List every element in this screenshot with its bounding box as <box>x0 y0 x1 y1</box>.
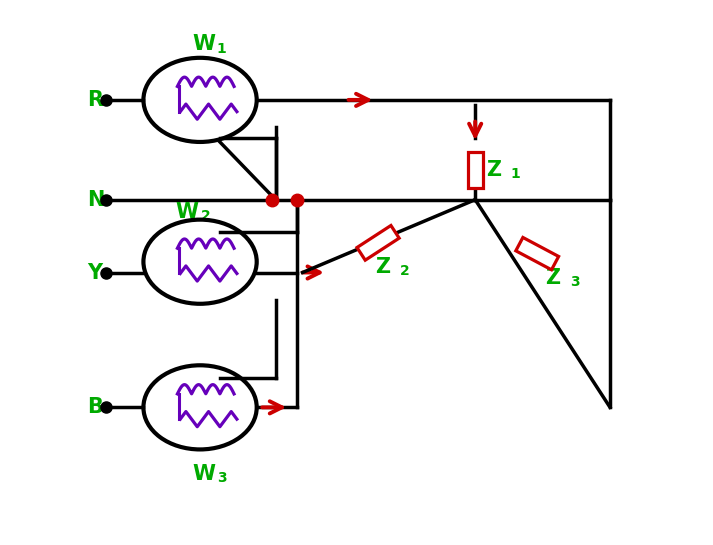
Text: W: W <box>192 464 215 484</box>
Text: W: W <box>176 202 199 222</box>
Polygon shape <box>357 226 399 260</box>
Text: 3: 3 <box>570 275 580 289</box>
Text: R: R <box>87 90 103 110</box>
Text: 3: 3 <box>217 471 227 485</box>
Text: Y: Y <box>87 263 102 282</box>
Text: Z: Z <box>375 257 391 277</box>
Text: 2: 2 <box>400 264 410 278</box>
Text: Z: Z <box>486 160 501 180</box>
Text: 2: 2 <box>200 209 210 223</box>
Bar <box>468 153 483 187</box>
Polygon shape <box>515 238 558 270</box>
Text: 1: 1 <box>511 167 520 181</box>
Text: Z: Z <box>545 268 560 288</box>
Text: N: N <box>87 190 104 210</box>
Text: W: W <box>192 34 215 54</box>
Text: 1: 1 <box>217 41 227 56</box>
Text: B: B <box>87 397 103 417</box>
